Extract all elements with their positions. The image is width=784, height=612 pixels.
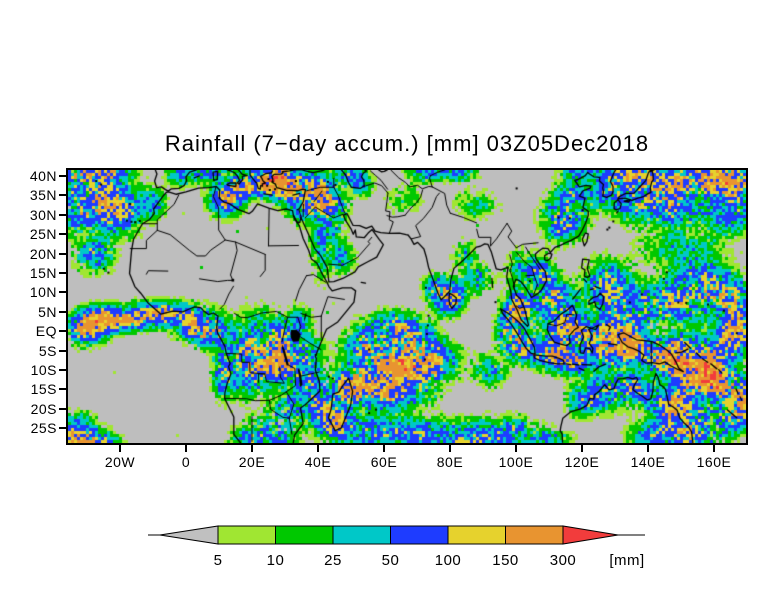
- lat-tick: [59, 175, 66, 177]
- lon-tick-label: 80E: [436, 454, 464, 470]
- colorbar-label: 300: [550, 552, 577, 569]
- lon-tick-label: 20E: [238, 454, 266, 470]
- lat-tick-label: 15N: [29, 265, 57, 282]
- lat-tick-label: EQ: [35, 323, 57, 340]
- lon-tick-label: 0: [181, 454, 191, 470]
- lon-tick-label: 100E: [498, 454, 534, 470]
- lat-tick: [59, 407, 66, 410]
- lon-tick: [382, 445, 385, 452]
- lon-tick-label: 40E: [304, 454, 332, 470]
- lat-tick-label: 30N: [29, 206, 57, 223]
- map-frame: [66, 168, 748, 445]
- lon-tick-label: 160E: [696, 454, 732, 470]
- lat-tick-label: 10N: [29, 284, 57, 301]
- lon-tick: [514, 445, 517, 452]
- colorbar-label: 25: [324, 552, 342, 569]
- lat-tick-label: 15S: [30, 381, 57, 398]
- colorbar-above-max-arrow: [562, 525, 619, 545]
- page-title: Rainfall (7−day accum.) [mm] 03Z05Dec201…: [164, 131, 650, 156]
- lat-tick: [59, 369, 66, 372]
- colorbar-segment: [505, 525, 564, 545]
- lon-tick: [316, 445, 319, 452]
- lat-tick: [59, 349, 66, 352]
- colorbar-label: 10: [267, 552, 285, 569]
- lat-tick: [59, 272, 66, 275]
- lat-tick: [59, 330, 66, 333]
- lon-tick: [580, 445, 583, 452]
- lat-tick-label: 5S: [38, 342, 57, 359]
- lon-tick-label: 60E: [370, 454, 398, 470]
- lat-tick-label: 5N: [38, 303, 57, 320]
- lat-tick-label: 25S: [30, 420, 57, 437]
- lat-tick-label: 10S: [30, 362, 57, 379]
- lat-tick: [59, 291, 66, 294]
- colorbar-segment: [275, 525, 334, 545]
- colorbar-below-min-arrow: [159, 525, 219, 545]
- lat-tick: [59, 388, 66, 391]
- lon-tick: [184, 445, 187, 452]
- lat-tick-label: 35N: [29, 187, 57, 204]
- lon-tick: [250, 445, 253, 452]
- colorbar-label: 100: [435, 552, 462, 569]
- lon-tick-label: 20W: [104, 454, 136, 470]
- colorbar-label: 50: [382, 552, 400, 569]
- lat-tick: [59, 427, 66, 430]
- lat-tick-label: 25N: [29, 226, 57, 243]
- lat-tick: [59, 213, 66, 216]
- rainfall-map-canvas: [68, 170, 746, 443]
- colorbar-label: 150: [492, 552, 519, 569]
- lon-tick: [712, 445, 715, 452]
- lon-tick-label: 120E: [564, 454, 600, 470]
- lon-tick: [118, 445, 121, 452]
- colorbar-segment: [217, 525, 276, 545]
- colorbar: 5 10 25 50 100 150 300 [mm]: [148, 525, 645, 569]
- lat-tick-label: 20N: [29, 245, 57, 262]
- lat-tick: [59, 310, 66, 313]
- lat-tick-label: 40N: [29, 168, 57, 184]
- colorbar-segment: [447, 525, 506, 545]
- lon-tick-label: 140E: [630, 454, 666, 470]
- lat-tick: [59, 233, 66, 236]
- lon-tick: [448, 445, 451, 452]
- colorbar-segment: [332, 525, 391, 545]
- colorbar-unit-label: [mm]: [609, 552, 644, 569]
- lat-tick: [59, 194, 66, 197]
- colorbar-label: 5: [214, 552, 223, 569]
- lon-tick: [646, 445, 649, 452]
- lat-tick-label: 20S: [30, 400, 57, 417]
- lat-tick: [59, 252, 66, 255]
- colorbar-segment: [390, 525, 449, 545]
